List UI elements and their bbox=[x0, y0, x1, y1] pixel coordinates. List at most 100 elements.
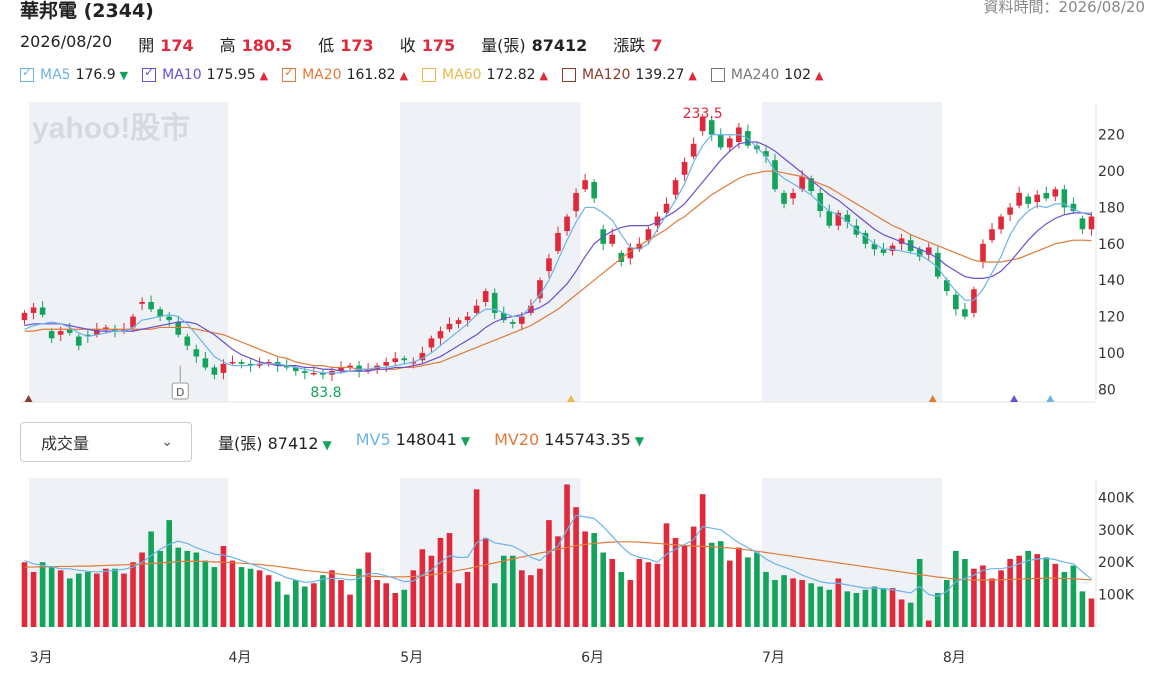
ma-legend-ma120[interactable]: MA120 139.27 ▲ bbox=[562, 67, 697, 83]
volume-bar bbox=[1079, 591, 1086, 627]
volume-bar bbox=[1007, 558, 1013, 627]
volume-bar bbox=[627, 580, 634, 627]
ma-legend-ma10[interactable]: ✓ MA10 175.95 ▲ bbox=[142, 65, 268, 83]
month-label: 5月 bbox=[400, 650, 423, 666]
candle-body bbox=[220, 363, 227, 373]
volume-bar bbox=[21, 562, 28, 627]
candle-body bbox=[663, 203, 670, 213]
arrow-down-icon: ▼ bbox=[634, 434, 645, 448]
y-tick-label: 80 bbox=[1098, 382, 1116, 398]
candle-body bbox=[419, 352, 426, 361]
checkbox-icon[interactable] bbox=[422, 68, 437, 82]
candle-body bbox=[1088, 216, 1095, 230]
candle-body bbox=[383, 362, 390, 366]
volume-bar bbox=[645, 562, 652, 627]
ma-legend-ma20[interactable]: ✓ MA20 161.82 ▲ bbox=[282, 65, 409, 83]
event-marker-icon bbox=[24, 395, 33, 402]
data-timestamp: 資料時間：2026/08/20 bbox=[983, 0, 1145, 16]
volume-bar bbox=[356, 568, 362, 627]
close-label: 收 bbox=[399, 36, 416, 55]
candle-body bbox=[862, 232, 869, 244]
candle-body bbox=[175, 322, 182, 335]
mv20-line bbox=[24, 541, 1092, 581]
candle-body bbox=[39, 307, 46, 315]
volume-bar bbox=[826, 589, 833, 627]
candle-body bbox=[338, 367, 344, 372]
volume-bar bbox=[708, 542, 715, 627]
close-value: 175 bbox=[421, 36, 456, 55]
candle-body bbox=[238, 362, 245, 364]
checkbox-icon[interactable]: ✓ bbox=[20, 65, 34, 82]
checkbox-icon[interactable] bbox=[562, 68, 576, 82]
y-tick-label: 200 bbox=[1098, 164, 1125, 180]
y-tick-label: 120 bbox=[1098, 310, 1125, 326]
volume-bar bbox=[953, 550, 959, 627]
ma-legend-ma240[interactable]: MA240 102 ▲ bbox=[710, 67, 823, 83]
volume-bar bbox=[455, 583, 462, 627]
candle-body bbox=[292, 367, 299, 372]
volume-bar bbox=[329, 570, 335, 627]
volume-bar bbox=[582, 531, 588, 627]
mv5-value: 148041 bbox=[395, 430, 457, 449]
checkbox-icon[interactable] bbox=[710, 68, 725, 82]
mv5-line bbox=[24, 514, 1092, 597]
min-price-label: 83.8 bbox=[310, 385, 341, 401]
volume-bar bbox=[717, 541, 724, 627]
candle-body bbox=[763, 151, 769, 157]
quote-summary: 2026/08/20 開 174 高 180.5 低 173 收 175 量(張) 874… bbox=[20, 32, 688, 56]
ma-value: 102 bbox=[784, 67, 811, 83]
volume-bar bbox=[555, 536, 561, 627]
event-marker-icon bbox=[567, 395, 576, 402]
volume-bar bbox=[500, 555, 507, 627]
arrow-up-icon: ▲ bbox=[399, 68, 409, 82]
volume-bar bbox=[799, 580, 805, 627]
volume-bar bbox=[944, 580, 950, 627]
mv20-label: MV20 bbox=[494, 430, 540, 449]
mv20-value: 145743.35 bbox=[544, 430, 631, 449]
candle-body bbox=[925, 247, 932, 255]
candle-body bbox=[708, 120, 715, 135]
ma-name: MA120 bbox=[582, 67, 631, 83]
candle-body bbox=[971, 289, 977, 313]
volume-bar bbox=[265, 575, 272, 627]
candle-body bbox=[157, 309, 163, 317]
volume-bar bbox=[1034, 554, 1041, 627]
watermark-logo: yahoo!股市 bbox=[32, 111, 190, 145]
ma-value: 176.9 bbox=[75, 67, 116, 83]
month-label: 3月 bbox=[30, 650, 53, 666]
volume-bar bbox=[817, 586, 824, 627]
volume-chart[interactable]: 100K 200K 300K 400K 3月 4月 5月 6月 7月 8月 bbox=[0, 470, 1167, 676]
checkmark-icon: ✓ bbox=[22, 65, 33, 79]
candle-body bbox=[356, 365, 362, 372]
checkmark-icon: ✓ bbox=[284, 65, 295, 79]
low-label: 低 bbox=[318, 36, 335, 55]
volume-bar bbox=[934, 592, 941, 627]
candlestick-chart[interactable]: yahoo!股市 80 100 120 140 160 180 200 220 233.5 83.8… bbox=[0, 96, 1167, 406]
checkbox-icon[interactable]: ✓ bbox=[142, 65, 157, 82]
y-tick-label: 180 bbox=[1098, 200, 1125, 216]
ma5-line bbox=[24, 134, 1092, 374]
candle-body bbox=[21, 312, 28, 321]
event-marker-icon bbox=[928, 395, 937, 402]
ma-legend-ma60[interactable]: MA60 172.82 ▲ bbox=[422, 67, 548, 83]
ma-legend-ma5[interactable]: ✓ MA5 176.9 ▼ bbox=[20, 65, 129, 83]
volume-bar bbox=[238, 567, 245, 627]
arrow-down-icon: ▼ bbox=[119, 68, 129, 82]
volume-bar bbox=[392, 592, 399, 627]
indicator-dropdown[interactable]: 成交量 ⌄ bbox=[20, 422, 192, 462]
volume-bar bbox=[383, 583, 390, 627]
volume-bar bbox=[636, 558, 643, 627]
candle-body bbox=[112, 329, 118, 332]
candle-body bbox=[247, 363, 254, 366]
candle-body bbox=[103, 327, 109, 330]
event-marker-icon bbox=[1046, 395, 1055, 402]
volume-bar bbox=[962, 558, 968, 627]
volume-bar bbox=[907, 602, 914, 627]
volume-bar bbox=[148, 531, 154, 627]
candle-body bbox=[401, 358, 408, 361]
volume-bar bbox=[229, 560, 236, 627]
volume-bar bbox=[202, 560, 209, 627]
ma-legend: ✓ MA5 176.9 ▼ ✓ MA10 175.95 ▲ ✓ MA20 161.82 ▲ MA60 17… bbox=[20, 65, 837, 83]
candle-body bbox=[546, 258, 552, 272]
checkbox-icon[interactable]: ✓ bbox=[282, 65, 297, 82]
